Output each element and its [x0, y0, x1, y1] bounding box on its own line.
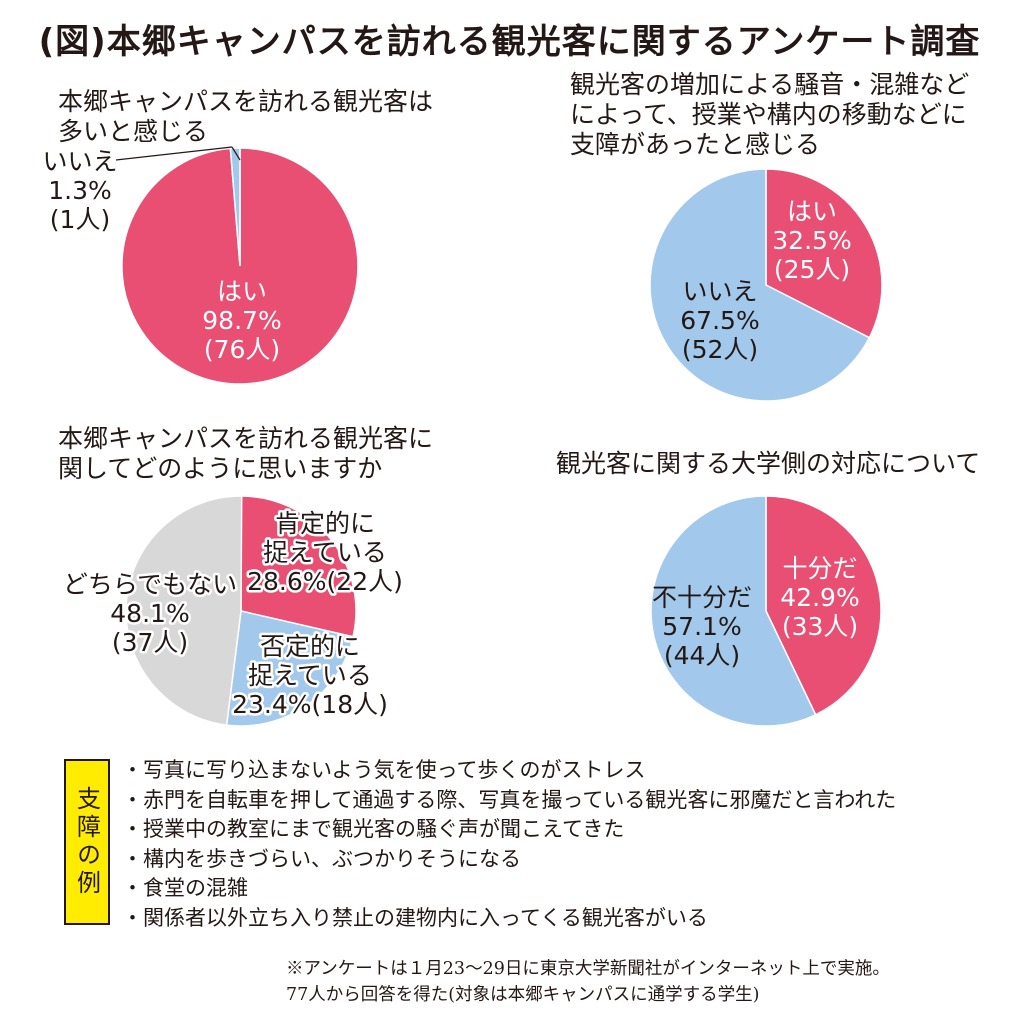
pie-3-slice-1-label: 肯定的に捉えている 28.6%(22人): [247, 509, 403, 596]
chart-3-title-line: 本郷キャンパスを訪れる観光客に: [58, 424, 434, 453]
chart-2-title-line: によって、授業や構内の移動などに: [570, 100, 967, 129]
pie-2-slice-2-label-line: いいえ: [682, 277, 757, 306]
chart-1-title-line: 本郷キャンパスを訪れる観光客は: [58, 87, 434, 116]
chart-3-title-line: 関してどのように思いますか: [58, 454, 383, 483]
examples-label-box: 支障の例: [64, 759, 110, 925]
pie-3-slice-3-label-line: (37人): [112, 628, 188, 657]
page-title: (図)本郷キャンパスを訪れる観光客に関するアンケート調査: [38, 22, 981, 62]
pie-3-slice-3-label: どちらでもない 48.1% (37人): [63, 570, 237, 657]
chart-4-title-line: 観光客に関する大学側の対応について: [556, 449, 981, 478]
pie-1-slice-1-label-line: (76人): [204, 335, 280, 364]
pie-4-slice-1-label-line: (33人): [782, 612, 858, 641]
pie-4-slice-1: [765, 495, 882, 716]
pie-2-slice-2-label-line: (52人): [682, 335, 758, 364]
pie-3-slice-1-label-line: 肯定的に: [275, 509, 375, 538]
pie-1-slice-2: [229, 147, 241, 267]
pie-3-slice-1-label-line: 28.6%(22人): [247, 567, 403, 596]
pie-3-slice-3: [125, 495, 243, 726]
chart-2-title-line: 観光客の増加による騒音・混雑など: [570, 70, 970, 99]
pie-2-slice-1-label-line: 32.5%: [772, 226, 851, 255]
pie-4-slice-2-label-line: 不十分だ: [652, 583, 752, 612]
example-item: 赤門を自転車を押して通過する際、写真を撮っている観光客に邪魔だと言われた: [122, 786, 896, 816]
examples-list: 写真に写り込まないよう気を使って歩くのがストレス 赤門を自転車を押して通過する際…: [122, 756, 896, 933]
pie-1-slice-1-label-line: はい: [217, 277, 267, 306]
pie-1-slice-2-label: いいえ 1.3% (1人): [42, 147, 117, 234]
pie-3-slice-2-label-line: 否定的に: [260, 632, 360, 661]
chart-2-title-line: 支障があったと感じる: [570, 130, 821, 159]
chart-1-title: 本郷キャンパスを訪れる観光客は 多いと感じる: [58, 87, 433, 147]
pie-2-slice-1: [765, 168, 883, 339]
pie-2-slice-2-label-line: 67.5%: [680, 306, 759, 335]
pie-3-slice-3-label-line: 48.1%: [110, 599, 189, 628]
pie-4-slice-1-label-line: 42.9%: [780, 583, 859, 612]
pie-labels: はい 98.7% (76人)いいえ 1.3% (1人) はい 32.5% (25人)いいえ 67…: [42, 147, 859, 722]
example-item: 関係者以外立ち入り禁止の建物内に入ってくる観光客がいる: [122, 904, 896, 934]
pie-slices: [121, 147, 883, 727]
pie-1-slice-2-label-line: 1.3%: [48, 176, 112, 205]
example-item: 授業中の教室にまで観光客の騒ぐ声が聞こえてきた: [122, 815, 896, 845]
pie-3-slice-2-label: 否定的に捉えている 23.4%(18人): [232, 632, 388, 719]
pie-3-slice-1: [240, 495, 357, 638]
pie-1-slice-1-label-line: 98.7%: [202, 306, 281, 335]
pie-3-slice-2: [225, 610, 354, 727]
pie-4-slice-1-label-line: 十分だ: [782, 554, 857, 583]
chart-3-title: 本郷キャンパスを訪れる観光客に 関してどのように思いますか: [58, 424, 433, 484]
pie-3-slice-2-label-line: 捉えている: [248, 661, 372, 690]
pie-4-slice-2-label-line: 57.1%: [662, 612, 741, 641]
examples-label: 支障の例: [72, 786, 101, 898]
pie-2-slice-1-label-line: (25人): [774, 255, 850, 284]
example-item: 構内を歩きづらい、ぶつかりそうになる: [122, 845, 896, 875]
pie-2-slice-2-label: いいえ 67.5% (52人): [680, 277, 759, 364]
survey-note: ※アンケートは１月23〜29日に東京大学新聞社がインターネット上で実施。 77人…: [286, 956, 890, 1008]
pie-4-slice-2-label-line: (44人): [664, 641, 740, 670]
chart-2-title: 観光客の増加による騒音・混雑など によって、授業や構内の移動などに 支障があった…: [570, 70, 969, 160]
pie-1-slice-2-label-line: いいえ: [42, 147, 117, 176]
pie-2-slice-1-label: はい 32.5% (25人): [772, 197, 851, 284]
chart-4-title: 観光客に関する大学側の対応について: [556, 449, 980, 479]
chart-1-title-line: 多いと感じる: [58, 117, 209, 146]
pie-3-slice-1-label-line: 捉えている: [263, 538, 387, 567]
leader-line: [231, 146, 241, 161]
pie-1-slice-1-label: はい 98.7% (76人): [202, 277, 281, 364]
example-item: 食堂の混雑: [122, 874, 896, 904]
pie-2-slice-1-label-line: はい: [787, 197, 837, 226]
pie-1-slice-2-label-line: (1人): [50, 205, 110, 234]
leader-line: [115, 146, 233, 161]
pie-3-slice-2-label-line: 23.4%(18人): [232, 690, 388, 719]
note-line: ※アンケートは１月23〜29日に東京大学新聞社がインターネット上で実施。: [286, 959, 890, 979]
pie-2-slice-2: [649, 168, 871, 402]
pie-4-slice-1-label: 十分だ 42.9% (33人): [780, 554, 859, 641]
pie-4-slice-2: [650, 495, 817, 727]
pie-4-slice-2-label: 不十分だ 57.1% (44人): [652, 583, 752, 670]
note-line: 77人から回答を得た(対象は本郷キャンパスに通学する学生): [286, 985, 760, 1005]
pie-3-slice-3-label-line: どちらでもない: [63, 570, 237, 599]
example-item: 写真に写り込まないよう気を使って歩くのがストレス: [122, 756, 896, 786]
